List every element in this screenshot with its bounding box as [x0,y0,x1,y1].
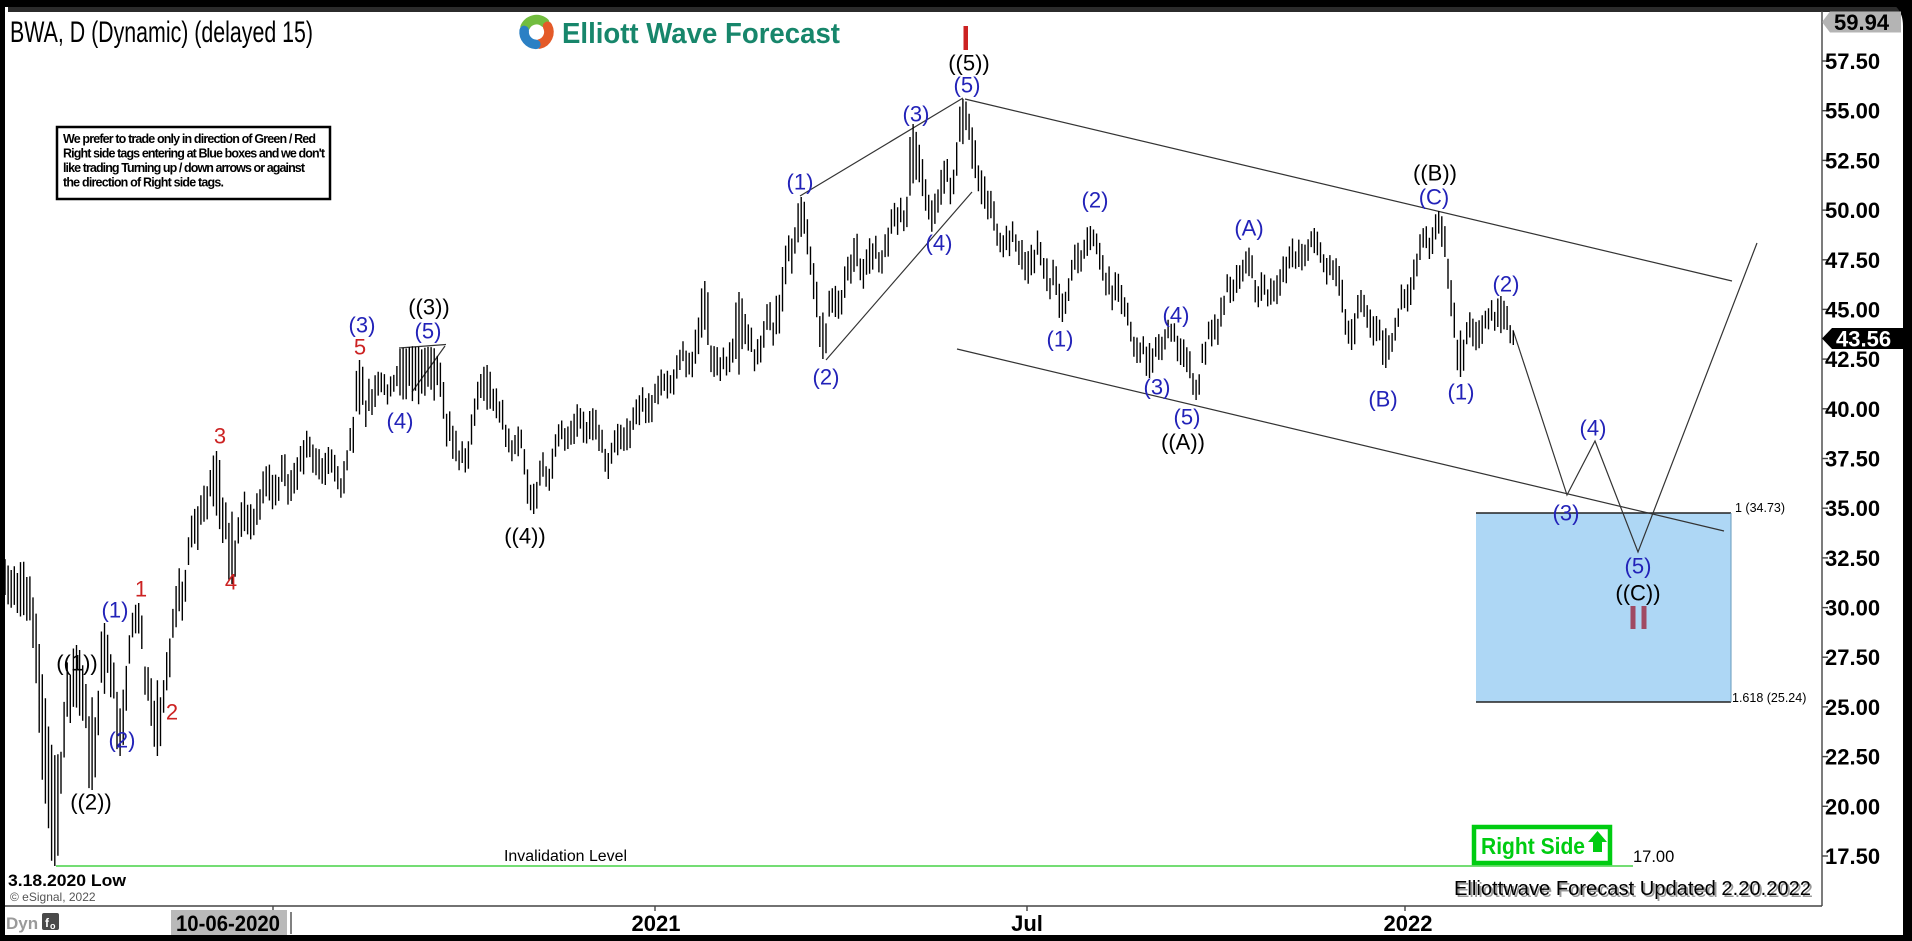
svg-text:30.00: 30.00 [1825,596,1880,621]
svg-text:(2): (2) [1082,188,1109,213]
svg-text:(3): (3) [903,102,930,127]
svg-text:(C): (C) [1419,185,1450,210]
svg-text:(5): (5) [415,319,442,344]
svg-text:55.00: 55.00 [1825,99,1880,124]
svg-text:5: 5 [354,335,366,360]
svg-text:(4): (4) [1580,416,1607,441]
svg-text:(1): (1) [1448,380,1475,405]
svg-text:like trading Turning up / down: like trading Turning up / down arrows or… [63,161,306,175]
svg-text:o: o [50,921,56,931]
svg-text:(2): (2) [813,365,840,390]
svg-text:BWA, D (Dynamic) (delayed 15): BWA, D (Dynamic) (delayed 15) [10,16,313,49]
svg-text:the direction of Right side ta: the direction of Right side tags. [63,176,224,190]
svg-text:Elliottwave Forecast Updated 2: Elliottwave Forecast Updated 2.20.2022 [1456,880,1813,902]
svg-text:17.00: 17.00 [1633,848,1674,866]
svg-text:1 (34.73): 1 (34.73) [1735,501,1785,515]
svg-text:3: 3 [214,424,226,449]
svg-text:32.50: 32.50 [1825,546,1880,571]
svg-text:((C)): ((C)) [1615,581,1660,606]
svg-text:((2)): ((2)) [70,790,112,815]
svg-text:Elliottwave Forecast Updated 2: Elliottwave Forecast Updated 2.20.2022 [1454,878,1811,900]
svg-text:© eSignal, 2022: © eSignal, 2022 [10,890,96,904]
svg-text:22.50: 22.50 [1825,745,1880,770]
svg-text:(5): (5) [1174,405,1201,430]
svg-text:47.50: 47.50 [1825,248,1880,273]
svg-text:((B)): ((B)) [1413,161,1457,186]
svg-text:Dyn: Dyn [6,914,38,933]
svg-text:20.00: 20.00 [1825,794,1880,819]
svg-text:27.50: 27.50 [1825,645,1880,670]
svg-text:(4): (4) [387,409,414,434]
svg-text:(1): (1) [1047,327,1074,352]
svg-text:2: 2 [166,700,178,725]
svg-text:(A): (A) [1234,216,1263,241]
svg-text:(4): (4) [1163,303,1190,328]
svg-text:((5)): ((5)) [948,51,990,76]
svg-text:(1): (1) [102,598,129,623]
svg-text:Right side tags entering at Bl: Right side tags entering at Blue boxes a… [63,147,326,161]
svg-text:17.50: 17.50 [1825,844,1880,869]
svg-text:((3)): ((3)) [408,295,450,320]
svg-text:2021: 2021 [632,911,681,936]
svg-text:(3): (3) [1553,501,1580,526]
svg-text:43.56: 43.56 [1836,327,1891,352]
svg-text:f: f [45,916,50,930]
svg-text:42.50: 42.50 [1825,347,1880,372]
svg-text:(2): (2) [1493,272,1520,297]
svg-text:Elliott Wave Forecast: Elliott Wave Forecast [562,18,840,50]
svg-text:(1): (1) [787,170,814,195]
svg-text:(2): (2) [109,728,136,753]
svg-text:45.00: 45.00 [1825,297,1880,322]
svg-text:(3): (3) [349,313,376,338]
svg-text:Jul: Jul [1011,911,1043,936]
svg-text:3.18.2020 Low: 3.18.2020 Low [8,871,127,890]
svg-text:52.50: 52.50 [1825,148,1880,173]
svg-text:We prefer to trade only in dir: We prefer to trade only in direction of … [63,132,316,146]
svg-text:Right Side: Right Side [1481,833,1585,859]
svg-text:10-06-2020: 10-06-2020 [176,911,280,936]
svg-text:25.00: 25.00 [1825,695,1880,720]
svg-text:4: 4 [225,570,237,595]
svg-text:1.618 (25.24): 1.618 (25.24) [1732,691,1806,705]
svg-text:((A)): ((A)) [1161,430,1205,455]
svg-text:57.50: 57.50 [1825,49,1880,74]
svg-text:37.50: 37.50 [1825,447,1880,472]
svg-text:40.00: 40.00 [1825,397,1880,422]
svg-text:2022: 2022 [1384,911,1433,936]
svg-text:((1)): ((1)) [56,651,98,676]
svg-text:(5): (5) [954,73,981,98]
svg-text:(B): (B) [1368,387,1397,412]
svg-text:(5): (5) [1625,554,1652,579]
svg-text:35.00: 35.00 [1825,496,1880,521]
svg-text:50.00: 50.00 [1825,198,1880,223]
svg-text:((4)): ((4)) [504,524,546,549]
svg-text:Invalidation Level: Invalidation Level [504,848,627,865]
svg-text:1: 1 [135,577,147,602]
svg-text:(3): (3) [1144,375,1171,400]
svg-text:(4): (4) [926,231,953,256]
svg-text:59.94: 59.94 [1834,10,1890,35]
